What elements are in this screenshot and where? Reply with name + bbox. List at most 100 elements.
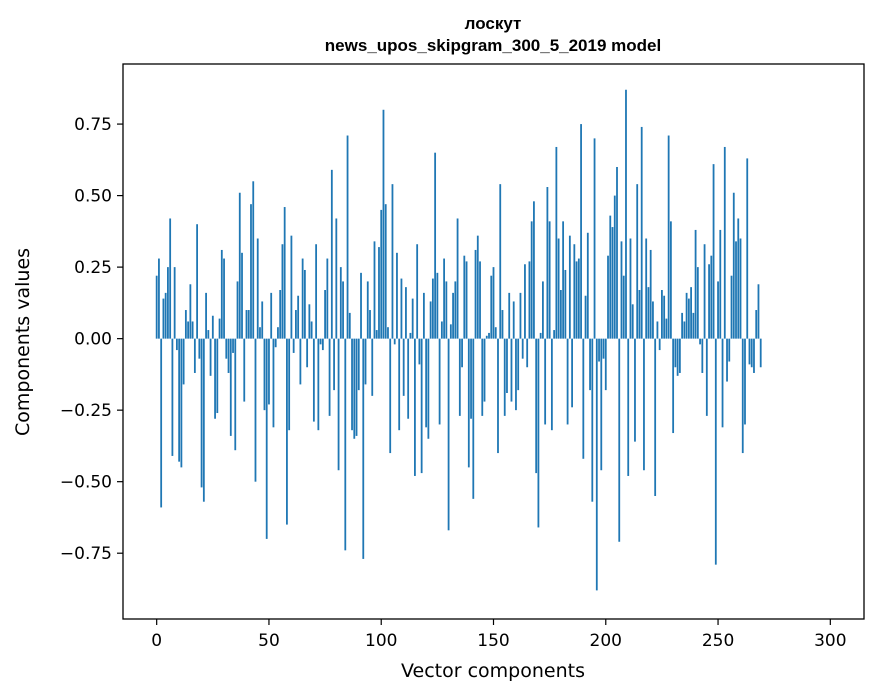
bar-153 (499, 184, 502, 339)
bar-152 (497, 338, 499, 454)
bar-129 (445, 281, 448, 339)
bar-217 (643, 338, 645, 471)
bar-230 (672, 338, 675, 434)
bar-208 (622, 275, 625, 339)
bar-86 (348, 312, 351, 339)
bar-201 (607, 255, 609, 339)
bar-12 (182, 338, 185, 385)
bar-254 (726, 338, 728, 382)
bar-127 (440, 321, 443, 339)
bar-209 (625, 89, 627, 339)
bar-213 (634, 338, 636, 442)
bar-207 (620, 241, 623, 339)
bar-64 (299, 338, 302, 385)
bar-24 (209, 338, 212, 376)
bar-10 (178, 338, 181, 462)
bar-47 (261, 301, 264, 339)
bar-112 (407, 338, 410, 419)
bar-159 (512, 301, 515, 339)
bar-118 (420, 338, 423, 474)
chart-title-line1: лоскут (465, 14, 522, 33)
bar-73 (319, 338, 322, 345)
bar-161 (517, 338, 520, 391)
bar-172 (542, 281, 544, 339)
bar-240 (694, 229, 697, 339)
bar-116 (416, 244, 419, 339)
bar-25 (211, 315, 214, 339)
bar-77 (328, 338, 331, 416)
bar-8 (173, 267, 176, 339)
bar-27 (216, 338, 219, 414)
bar-6 (169, 218, 172, 339)
bar-46 (259, 327, 261, 339)
bar-95 (369, 310, 371, 339)
bar-1 (158, 258, 160, 339)
bar-171 (539, 332, 542, 339)
bar-36 (236, 281, 239, 339)
bar-247 (710, 255, 713, 339)
bar-261 (741, 338, 744, 454)
bar-52 (272, 338, 275, 428)
bar-253 (723, 146, 726, 339)
bar-184 (568, 235, 571, 339)
bar-148 (488, 332, 490, 339)
bar-248 (712, 164, 715, 339)
bar-190 (582, 338, 585, 459)
bar-174 (546, 187, 549, 339)
bar-242 (699, 338, 701, 345)
bar-132 (452, 292, 454, 339)
bar-30 (223, 258, 225, 339)
bar-44 (254, 338, 257, 482)
bar-182 (564, 269, 567, 339)
bar-17 (193, 338, 196, 373)
bar-19 (198, 338, 201, 359)
bar-111 (405, 287, 407, 339)
bar-249 (714, 338, 717, 565)
bar-38 (241, 252, 243, 339)
bar-228 (667, 135, 670, 339)
bar-108 (398, 338, 401, 431)
bar-42 (250, 204, 252, 339)
bar-203 (611, 227, 614, 339)
bar-99 (378, 247, 380, 339)
bar-5 (167, 267, 169, 339)
bar-139 (467, 338, 470, 468)
bar-18 (196, 224, 198, 339)
bar-128 (443, 258, 445, 339)
bar-83 (342, 281, 344, 339)
bar-191 (584, 295, 587, 339)
bar-226 (663, 295, 666, 339)
bar-221 (652, 301, 654, 339)
bar-74 (321, 338, 324, 351)
bar-265 (750, 338, 753, 368)
y-axis: 0.75 0.50 0.25 0.00 −0.25 −0.50 −0.75 (60, 115, 123, 564)
bar-192 (586, 232, 589, 339)
bar-70 (312, 338, 315, 422)
bar-29 (220, 249, 223, 339)
y-tick-label: 0.75 (74, 115, 112, 135)
bar-154 (501, 310, 504, 339)
bar-71 (315, 244, 318, 339)
bar-94 (366, 281, 369, 339)
bar-21 (202, 338, 205, 502)
bar-114 (411, 298, 414, 339)
bar-90 (357, 338, 360, 391)
x-tick-label: 300 (814, 631, 846, 651)
bar-250 (717, 281, 719, 339)
bar-98 (375, 330, 378, 339)
bar-89 (355, 338, 358, 436)
bar-144 (479, 261, 481, 339)
bar-223 (656, 321, 659, 339)
bar-163 (521, 338, 524, 359)
chart-title-line2: news_upos_skipgram_300_5_2019 model (325, 36, 661, 55)
bar-193 (589, 338, 591, 391)
bar-110 (402, 338, 405, 396)
bar-202 (609, 215, 612, 339)
bar-50 (268, 338, 270, 405)
bar-59 (288, 338, 291, 431)
bar-92 (362, 338, 365, 559)
bar-214 (636, 184, 639, 339)
bar-58 (286, 338, 288, 525)
bar-123 (431, 278, 434, 339)
